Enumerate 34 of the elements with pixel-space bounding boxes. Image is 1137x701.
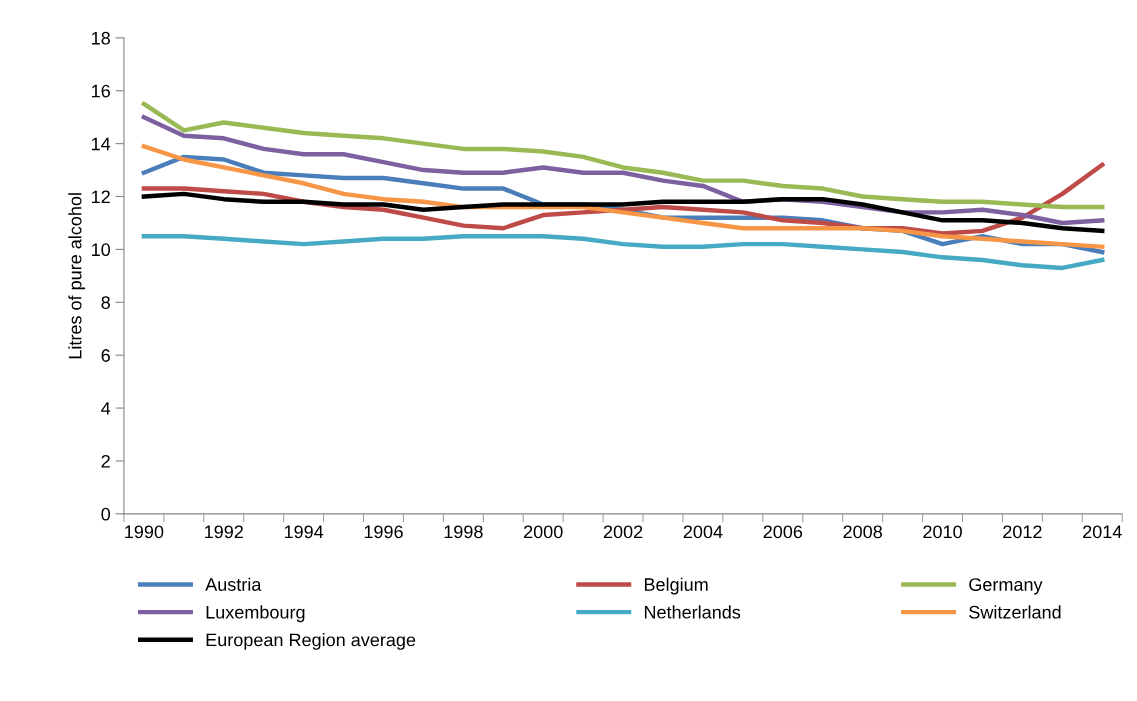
x-tick-label: 1996 xyxy=(364,525,403,539)
y-tick-label: 16 xyxy=(92,84,110,98)
x-tick-label: 1998 xyxy=(444,525,483,539)
y-tick-label: 4 xyxy=(101,402,111,415)
y-tick-label: 14 xyxy=(92,137,111,151)
x-tick-label: 1990 xyxy=(125,525,164,539)
legend-label: Luxembourg xyxy=(206,605,305,623)
x-tick-label: 2000 xyxy=(524,525,563,539)
x-tick-label: 1992 xyxy=(205,525,243,539)
line-series xyxy=(141,101,1105,210)
y-tick-label: 6 xyxy=(101,349,110,362)
x-tick-label: 2004 xyxy=(683,525,723,539)
legend-label: Switzerland xyxy=(969,605,1061,619)
legend-label: Netherlands xyxy=(644,605,741,619)
y-tick-label: 2 xyxy=(101,454,110,468)
x-tick-label: 2010 xyxy=(923,525,962,539)
line-series xyxy=(141,233,1105,271)
x-tick-label: 1994 xyxy=(284,525,324,539)
y-tick-label: 12 xyxy=(92,190,110,204)
legend-label: Germany xyxy=(969,578,1043,595)
legend-label: European Region average xyxy=(206,633,416,650)
y-tick-label: 8 xyxy=(101,296,110,310)
x-tick-label: 2012 xyxy=(1003,525,1042,539)
x-tick-label: 2014 xyxy=(1083,525,1122,539)
legend-label: Austria xyxy=(205,577,262,591)
legend-label: Belgium xyxy=(644,577,708,595)
y-tick-label: 0 xyxy=(101,507,111,521)
y-tick-label: 18 xyxy=(92,31,110,45)
line-series xyxy=(141,191,1105,234)
x-tick-label: 2006 xyxy=(763,525,803,539)
y-tick-label: 10 xyxy=(92,243,111,257)
y-axis-title: Litres of pure alcohol xyxy=(68,193,86,359)
x-tick-label: 2008 xyxy=(843,525,882,539)
x-tick-label: 2002 xyxy=(603,525,643,539)
